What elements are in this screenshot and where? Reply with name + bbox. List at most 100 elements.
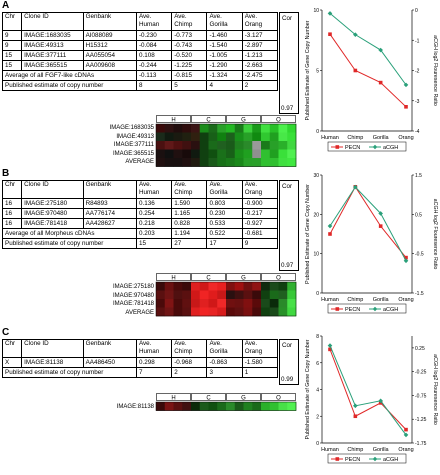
table-cell: 15 xyxy=(1,60,23,71)
table-cell: 1.590 xyxy=(171,198,208,209)
heatmap-cell xyxy=(217,132,227,142)
series-line-pecn xyxy=(329,349,407,430)
heatmap-cell xyxy=(173,299,183,308)
data-point-acgh xyxy=(353,403,358,409)
heatmap-group-header xyxy=(191,115,226,123)
cor-column-b: Cor 0.97 xyxy=(279,180,299,271)
y2-tick-label: -0.75 xyxy=(415,393,427,399)
data-point-pecn xyxy=(378,80,383,85)
heatmap-group-header xyxy=(226,115,261,123)
heatmap-cell xyxy=(191,282,201,291)
table-cell: -1.324 xyxy=(206,70,243,81)
heatmap-row-labels-c: IMAGE:81138 xyxy=(64,403,154,412)
heatmap-cell xyxy=(182,402,192,411)
heatmap-cell xyxy=(226,299,236,308)
data-point-pecn xyxy=(404,427,408,432)
table-row: 9 IMAGE:49313 H15312 -0.084 -0.743 -1.540 -2.8… xyxy=(1,40,279,51)
y-axis-title: Published Estimate of Gene Copy Number xyxy=(305,184,311,284)
heatmap-cell xyxy=(173,307,183,317)
heatmap-cell xyxy=(191,402,201,411)
heatmap-cell xyxy=(269,149,279,159)
heatmap-cell xyxy=(278,290,288,300)
heatmap-cell xyxy=(182,290,192,300)
legend-marker xyxy=(335,145,340,149)
heatmap-cell xyxy=(287,124,297,133)
table-cell: 3 xyxy=(206,367,243,378)
heatmap-cell xyxy=(278,282,288,291)
table-cell: -0.900 xyxy=(241,198,279,209)
data-point-acgh xyxy=(327,11,333,16)
table-cell: -0.217 xyxy=(241,208,279,219)
y2-axis-title: aCGH log2 Flouresence Ratio xyxy=(432,199,438,270)
col-header: Ave. Human xyxy=(135,180,173,199)
heatmap-cell xyxy=(252,132,262,142)
heatmap-group-header xyxy=(261,393,296,401)
table-cell: 0.828 xyxy=(171,218,208,229)
table-cell: 9 xyxy=(1,40,23,51)
heatmap-cell xyxy=(278,307,288,317)
heatmap-group-label: O xyxy=(276,276,281,282)
cor-column-a: Cor 0.97 xyxy=(279,12,299,114)
table-row: 9 IMAGE:1683035 AI088089 -0.230 -0.773 -1.460… xyxy=(1,30,279,41)
heatmap-cell xyxy=(287,290,297,300)
heatmap-cell xyxy=(217,282,227,291)
col-header: Chr xyxy=(1,12,23,31)
heatmap-cell xyxy=(287,307,297,317)
heatmap-group-label: H xyxy=(171,118,175,124)
table-cell: R84893 xyxy=(82,198,137,209)
heatmap-cell xyxy=(199,132,209,142)
heatmap-row-label: IMAGE:781418 xyxy=(112,301,154,307)
heatmap-cell xyxy=(278,299,288,308)
legend-marker xyxy=(372,306,378,312)
heatmap-cell xyxy=(234,132,244,142)
heatmap-cell xyxy=(269,290,279,300)
heatmap-cell xyxy=(199,141,209,150)
data-point-acgh xyxy=(403,82,409,88)
heatmap-border xyxy=(155,123,297,167)
col-header: Genbank xyxy=(82,12,137,31)
table-cell: -0.113 xyxy=(135,70,173,81)
heatmap-cell xyxy=(173,290,183,300)
heatmap-cell xyxy=(234,124,244,133)
data-point-pecn xyxy=(328,32,332,36)
cor-header: Cor xyxy=(282,342,293,349)
cor-value: 0.97 xyxy=(281,105,294,112)
heatmap-cell xyxy=(217,402,227,411)
heatmap-group-label: C xyxy=(206,396,211,402)
heatmap-cell xyxy=(156,158,166,167)
heatmap-cell xyxy=(252,402,262,411)
published-label: Published estimate of copy number xyxy=(2,367,137,378)
heatmap-row-label: IMAGE:377111 xyxy=(113,142,154,148)
legend-label: PECN xyxy=(345,457,360,463)
heatmap-group-header xyxy=(156,393,191,401)
heatmap-cell xyxy=(191,290,201,300)
table-cell: 5 xyxy=(171,80,208,91)
legend-label: aCGH xyxy=(383,145,398,151)
table-cell: 1.165 xyxy=(171,208,208,219)
x-tick-label: Human xyxy=(321,297,339,303)
table-cell: -1.460 xyxy=(206,30,243,41)
heatmap-group-header xyxy=(156,115,191,123)
table-header-row: Chr Clone ID Genbank Ave. Human Ave. Chi… xyxy=(1,12,279,31)
table-cell: 0.298 xyxy=(135,357,173,368)
col-header: Clone ID xyxy=(21,339,84,358)
table-row: X IMAGE:81138 AA486450 0.298 -0.968 -0.863 -1.… xyxy=(1,357,279,368)
heatmap-cell xyxy=(287,132,297,142)
heatmap-cell xyxy=(261,299,271,308)
heatmap-cell xyxy=(199,124,209,133)
col-header: Ave. Chimp xyxy=(171,339,208,358)
heatmap-cell xyxy=(208,124,218,133)
table-row: 15 IMAGE:365515 AA009608 -0.244 -1.225 -1.290… xyxy=(1,60,279,71)
table-cell: -1.540 xyxy=(206,40,243,51)
gene-table-c: Chr Clone ID Genbank Ave. Human Ave. Chi… xyxy=(1,339,279,378)
y2-tick-label: -2 xyxy=(415,69,420,75)
heatmap-cell xyxy=(226,307,236,317)
heatmap-cell xyxy=(164,402,174,411)
col-header: Ave. Human xyxy=(135,339,173,358)
heatmap-cell xyxy=(156,299,166,308)
y-tick-label: 10 xyxy=(313,252,319,258)
y2-tick-label: 0.5 xyxy=(415,212,422,218)
table-cell: IMAGE:365515 xyxy=(21,60,84,71)
